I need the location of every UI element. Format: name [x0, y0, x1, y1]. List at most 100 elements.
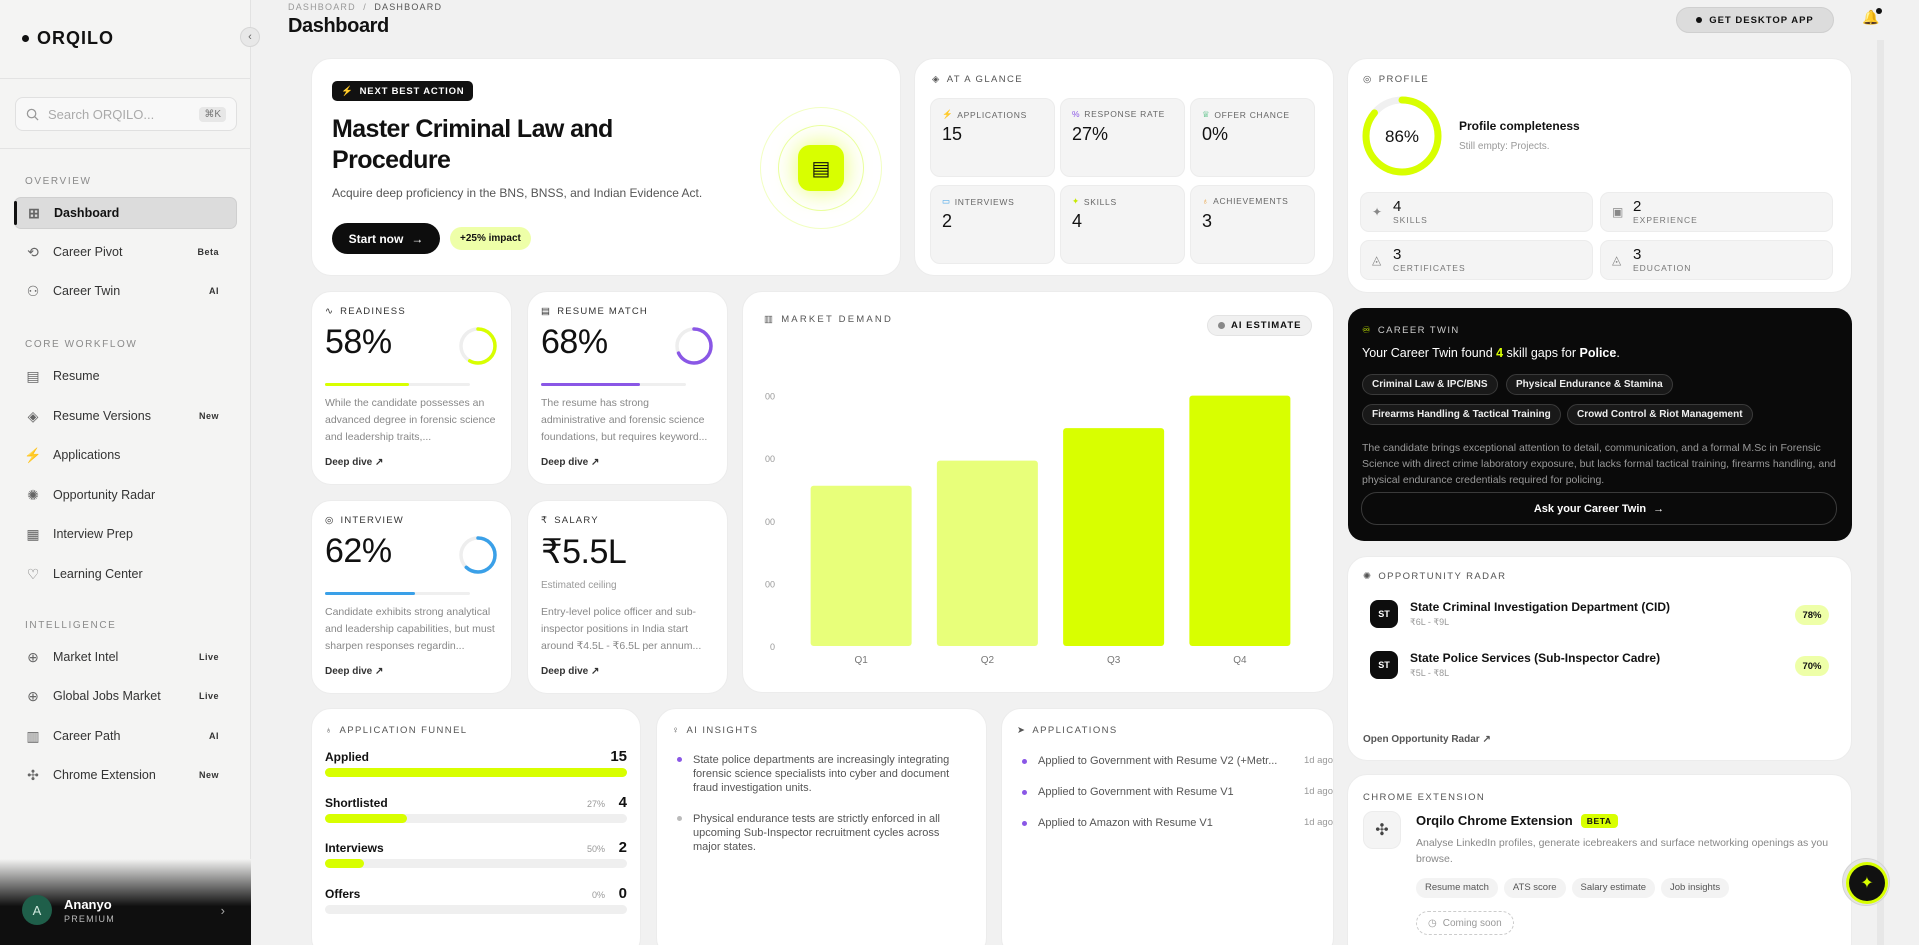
twin-icon: ⚇ [26, 282, 40, 299]
search-input[interactable]: Search ORQILO... ⌘K [15, 97, 237, 131]
application-item[interactable]: Applied to Government with Resume V2 (+M… [1022, 755, 1333, 767]
feature-chip: Resume match [1416, 878, 1498, 898]
download-icon [1696, 17, 1703, 23]
bolt-icon: ⚡ [24, 446, 42, 463]
stat-tile-value: 4 [1072, 211, 1083, 231]
metric-label: ◎ INTERVIEW [325, 515, 404, 526]
sidebar-item-opportunity-radar[interactable]: ✺ Opportunity Radar [14, 479, 237, 511]
sidebar-item-label: Global Jobs Market [53, 689, 161, 703]
stat-tile: ▭ INTERVIEWS 2 [930, 185, 1055, 264]
skill-gap-chip[interactable]: Crowd Control & Riot Management [1567, 404, 1753, 425]
opportunity-item[interactable]: ST State Police Services (Sub-Inspector C… [1370, 651, 1660, 679]
collapse-sidebar-button[interactable]: ‹ [240, 27, 260, 47]
metric-progress-bar [325, 592, 470, 595]
deep-dive-link[interactable]: Deep dive ↗ [541, 666, 600, 677]
funnel-row: Applied 15 [325, 748, 627, 777]
application-text: Applied to Government with Resume V2 (+M… [1038, 755, 1278, 767]
sidebar-item-learning-center[interactable]: ♡ Learning Center [14, 558, 237, 590]
sidebar-item-interview-prep[interactable]: ▦ Interview Prep [14, 518, 237, 550]
stat-tile-label-text: INTERVIEWS [954, 196, 1015, 207]
ask-career-twin-button[interactable]: Ask your Career Twin → [1361, 492, 1837, 525]
stat-tile: ✦ SKILLS 4 [1060, 185, 1185, 264]
sparkle-icon: ✦ [1072, 196, 1080, 206]
radar-icon: ✺ [27, 486, 39, 503]
bar-chart-icon: ▥ [764, 314, 776, 325]
sidebar-item-applications[interactable]: ⚡ Applications [14, 439, 237, 471]
opportunity-text: State Criminal Investigation Department … [1410, 600, 1670, 628]
metric-description: Candidate exhibits strong analytical and… [325, 606, 495, 652]
cap-icon: ◬ [1372, 253, 1382, 267]
sidebar-item-market-intel[interactable]: ⊕ Market Intel Live [14, 641, 237, 673]
x-tick-label: Q2 [981, 655, 995, 666]
sidebar-item-global-jobs-market[interactable]: ⊕ Global Jobs Market Live [14, 680, 237, 712]
start-now-button[interactable]: Start now → [332, 223, 440, 254]
opportunity-salary: ₹5L - ₹8L [1410, 668, 1450, 678]
metric-label-text: RESUME MATCH [557, 306, 648, 317]
metric-value: ₹5.5L [541, 533, 627, 571]
stat-tile-value: 27% [1072, 124, 1109, 144]
sidebar-item-resume[interactable]: ▤ Resume [14, 360, 237, 392]
deep-dive-link[interactable]: Deep dive ↗ [325, 666, 384, 677]
stat-tile-label: ⚡ APPLICATIONS [942, 109, 1027, 120]
funnel-stage-rate: 0% [591, 889, 605, 900]
skill-gap-chip[interactable]: Physical Endurance & Stamina [1506, 374, 1673, 395]
metric-value: 62% [325, 532, 392, 570]
sidebar-item-label: Dashboard [54, 206, 120, 220]
sidebar-item-label: Interview Prep [53, 527, 133, 541]
chrome-extension-label: CHROME EXTENSION [1363, 792, 1486, 803]
career-twin-card: ♾ CAREER TWIN Your Career Twin found 4 sk… [1348, 308, 1852, 541]
refresh-icon: ⟲ [27, 243, 39, 260]
y-tick-label: 00 [765, 579, 775, 589]
funnel-stage-name: Offers [325, 886, 361, 901]
funnel-stage-count: 2 [618, 839, 627, 856]
application-text: Applied to Government with Resume V1 [1038, 786, 1234, 798]
metric-label: ∿ READINESS [325, 306, 406, 317]
metric-description: Entry-level police officer and sub-inspe… [541, 606, 702, 652]
briefcase-icon: ▣ [1612, 205, 1624, 219]
get-desktop-app-button[interactable]: GET DESKTOP APP [1676, 7, 1834, 33]
next-best-action-badge-label: NEXT BEST ACTION [359, 85, 465, 97]
next-best-action-card: ⚡ NEXT BEST ACTION Master Criminal Law an… [311, 58, 901, 276]
brand-logo[interactable]: ORQILO [22, 28, 114, 49]
at-a-glance-label: ◈ AT A GLANCE [932, 74, 1023, 85]
deep-dive-link[interactable]: Deep dive ↗ [325, 457, 384, 468]
user-menu[interactable]: A Ananyo PREMIUM › [0, 859, 251, 945]
sidebar-item-label: Career Pivot [53, 245, 123, 259]
target-role: Police [1579, 346, 1617, 360]
deep-dive-link[interactable]: Deep dive ↗ [541, 457, 600, 468]
divider [0, 148, 251, 149]
sidebar-item-resume-versions[interactable]: ◈ Resume Versions New [14, 400, 237, 432]
heart-icon: ♡ [26, 565, 40, 582]
sidebar-item-dashboard[interactable]: ⊞ Dashboard [14, 197, 237, 229]
metric-label: ▤ RESUME MATCH [541, 306, 648, 317]
sidebar-item-tag: New [198, 770, 219, 780]
ask-career-twin-label: Ask your Career Twin [1533, 502, 1647, 515]
breadcrumb: DASHBOARD / DASHBOARD [288, 2, 443, 12]
search-shortcut: ⌘K [199, 106, 226, 122]
profile-stat: ▣ 2 EXPERIENCE [1600, 192, 1833, 232]
stat-tile-label-text: SKILLS [1083, 196, 1117, 207]
scrollbar[interactable] [1877, 40, 1884, 945]
bell-icon[interactable]: 🔔 [1862, 8, 1883, 25]
application-item[interactable]: Applied to Amazon with Resume V1 1d ago [1022, 817, 1333, 829]
skill-gap-chip[interactable]: Firearms Handling & Tactical Training [1362, 404, 1561, 425]
gauge-arc [675, 327, 713, 365]
funnel-bar [325, 859, 627, 868]
sidebar-item-career-twin[interactable]: ⚇ Career Twin AI [14, 275, 237, 307]
profile-stat-value: 3 [1633, 246, 1642, 263]
funnel-icon: ♁ [325, 725, 334, 736]
application-item[interactable]: Applied to Government with Resume V1 1d a… [1022, 786, 1333, 798]
feature-chip: Job insights [1661, 878, 1730, 898]
breadcrumb-root[interactable]: DASHBOARD [288, 2, 356, 12]
ai-assistant-button[interactable]: ✦ [1842, 858, 1890, 906]
application-time: 1d ago [1303, 786, 1333, 797]
sidebar-item-label: Career Path [53, 729, 121, 743]
divider [0, 78, 251, 79]
sidebar-item-career-path[interactable]: ▥ Career Path AI [14, 720, 237, 752]
sidebar-item-career-pivot[interactable]: ⟲ Career Pivot Beta [14, 236, 237, 268]
sidebar-item-chrome-extension[interactable]: ✣ Chrome Extension New [14, 759, 237, 791]
skill-gap-chip[interactable]: Criminal Law & IPC/BNS [1362, 374, 1498, 395]
nav-section-label: INTELLIGENCE [25, 620, 117, 631]
open-opportunity-radar-link[interactable]: Open Opportunity Radar ↗ [1363, 734, 1491, 745]
opportunity-item[interactable]: ST State Criminal Investigation Departmen… [1370, 600, 1670, 628]
